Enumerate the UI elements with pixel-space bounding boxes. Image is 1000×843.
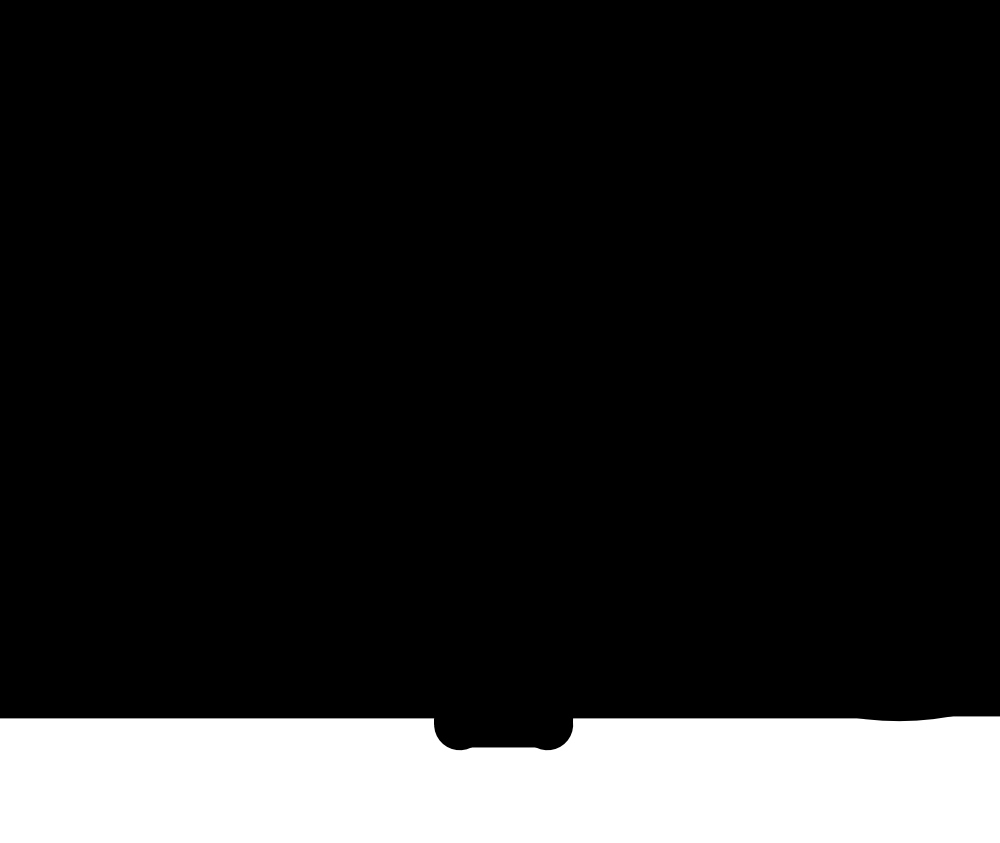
Text: $T_{SD}$: $T_{SD}$ <box>494 389 513 402</box>
Text: 46: 46 <box>201 120 214 129</box>
Text: 26: 26 <box>439 277 452 287</box>
Text: 12: 12 <box>625 530 638 540</box>
Bar <box>563 225 592 248</box>
Text: 28: 28 <box>396 559 410 569</box>
Bar <box>235 158 393 384</box>
Text: 18: 18 <box>310 120 323 129</box>
Text: 14: 14 <box>494 560 507 568</box>
Text: $T_{ID}$: $T_{ID}$ <box>342 428 361 443</box>
Text: 2: 2 <box>575 216 589 238</box>
Text: $T_{ICM}$: $T_{ICM}$ <box>339 95 364 110</box>
Bar <box>420 465 547 662</box>
Text: 22: 22 <box>536 680 549 690</box>
Bar <box>432 138 469 200</box>
Text: 52: 52 <box>477 432 490 441</box>
Text: 33: 33 <box>435 598 448 607</box>
Bar <box>378 168 469 182</box>
Text: 54: 54 <box>231 120 244 129</box>
Text: 12: 12 <box>479 368 492 378</box>
Text: 22: 22 <box>536 438 549 447</box>
Text: 20: 20 <box>230 255 243 264</box>
Bar <box>846 630 875 652</box>
Text: 25: 25 <box>589 491 602 501</box>
Text: 14: 14 <box>594 410 608 419</box>
Text: $C_{FET}$: $C_{FET}$ <box>325 264 354 279</box>
Text: 20: 20 <box>440 551 453 561</box>
Text: 36: 36 <box>207 224 220 234</box>
Text: 51: 51 <box>477 680 490 690</box>
Bar <box>260 182 393 360</box>
Text: 31: 31 <box>267 413 280 422</box>
Text: 31: 31 <box>506 581 519 590</box>
Text: 45: 45 <box>201 413 214 422</box>
Text: 30: 30 <box>348 120 361 129</box>
Text: 34: 34 <box>421 529 434 538</box>
Text: 34: 34 <box>204 290 217 299</box>
Text: 28: 28 <box>176 242 190 255</box>
Bar <box>432 342 469 404</box>
Text: $T_{SD}$: $T_{SD}$ <box>494 725 513 738</box>
Text: 33: 33 <box>290 413 304 422</box>
Text: 16: 16 <box>356 413 369 422</box>
Text: 57: 57 <box>317 413 330 422</box>
Text: 42: 42 <box>474 145 487 154</box>
Text: 25: 25 <box>439 250 452 259</box>
Bar <box>378 360 469 373</box>
Bar <box>197 138 432 404</box>
Text: 30: 30 <box>511 536 525 545</box>
Text: 14: 14 <box>277 260 290 270</box>
Text: 10: 10 <box>366 590 381 603</box>
Text: 58: 58 <box>275 120 288 129</box>
Text: 60: 60 <box>532 454 545 464</box>
Text: 17: 17 <box>537 592 550 601</box>
Text: 14: 14 <box>476 140 489 148</box>
Text: 17: 17 <box>537 527 550 536</box>
Bar <box>566 428 643 717</box>
Text: 47: 47 <box>465 680 478 690</box>
Text: 59: 59 <box>502 680 515 690</box>
Bar <box>249 171 393 371</box>
Text: 48: 48 <box>465 436 478 445</box>
Text: 49: 49 <box>210 413 223 422</box>
Bar <box>482 419 526 465</box>
Text: 40: 40 <box>444 120 457 129</box>
Text: 38: 38 <box>421 578 434 588</box>
Text: 50: 50 <box>210 120 223 129</box>
Bar <box>274 196 393 346</box>
Text: 40: 40 <box>444 368 457 378</box>
Text: 26: 26 <box>589 626 602 636</box>
Text: 55: 55 <box>487 680 501 690</box>
Text: 3: 3 <box>860 620 874 642</box>
Text: 32: 32 <box>503 432 516 441</box>
Text: $C_L$: $C_L$ <box>543 556 559 572</box>
Bar <box>482 662 526 708</box>
Text: 53: 53 <box>226 413 240 422</box>
Bar <box>370 428 643 717</box>
Text: 56: 56 <box>489 432 502 441</box>
Text: 42: 42 <box>474 178 487 187</box>
